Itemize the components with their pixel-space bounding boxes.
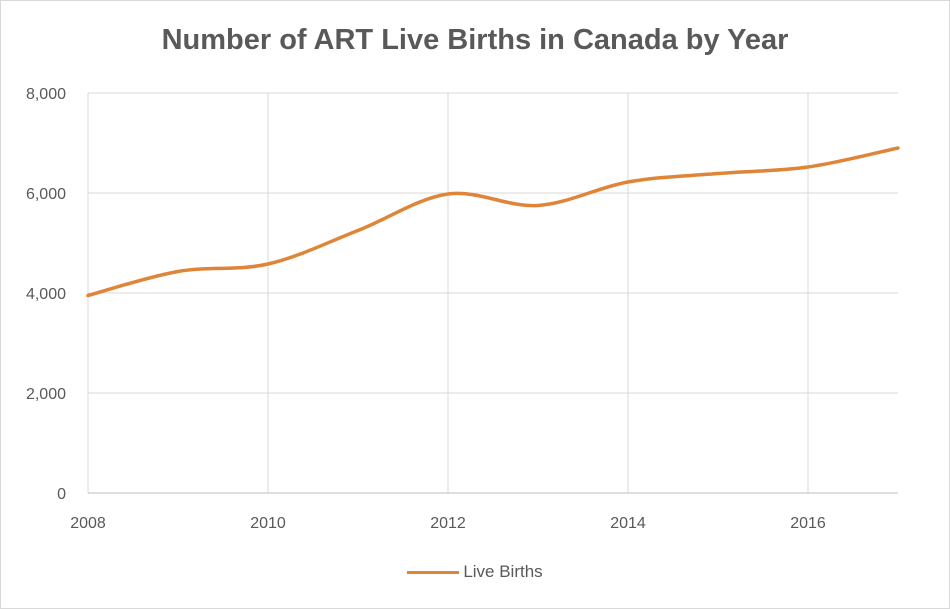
y-tick-label: 0 (57, 486, 66, 503)
y-tick-label: 4,000 (26, 286, 66, 303)
y-tick-label: 6,000 (26, 186, 66, 203)
y-tick-label: 2,000 (26, 386, 66, 403)
y-axis-ticks: 0 2,000 4,000 6,000 8,000 (26, 86, 66, 503)
x-tick-label: 2010 (250, 515, 286, 532)
x-tick-label: 2008 (70, 515, 106, 532)
legend-swatch (407, 570, 460, 574)
legend: Live Births (0, 560, 950, 584)
series-layer (86, 146, 900, 298)
gridlines (88, 92, 898, 493)
x-tick-label: 2012 (430, 515, 466, 532)
axes (87, 93, 898, 494)
y-tick-label: 8,000 (26, 86, 66, 103)
x-tick-label: 2014 (610, 515, 646, 532)
x-tick-label: 2016 (790, 515, 826, 532)
chart-title: Number of ART Live Births in Canada by Y… (161, 24, 789, 56)
legend-label: Live Births (463, 562, 543, 581)
x-axis-ticks: 2008 2010 2012 2014 2016 (70, 515, 826, 532)
series-line (86, 146, 900, 298)
